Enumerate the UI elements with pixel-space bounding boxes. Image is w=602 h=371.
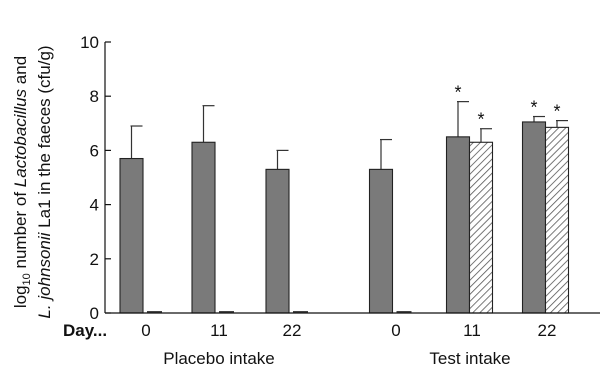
bar-solid — [265, 168, 290, 314]
bar-solid — [445, 136, 471, 314]
x-tick-label: 11 — [210, 321, 228, 340]
bar-hatched — [468, 141, 494, 314]
bar-solid — [119, 157, 144, 314]
bar-solid — [521, 121, 547, 314]
x-tick-label: 22 — [283, 321, 302, 340]
x-tick-label: 0 — [391, 321, 400, 340]
y-tick-label: 4 — [90, 196, 99, 215]
y-axis-label-line2: L. johnsonii La1 in the faeces (cfu/g) — [35, 45, 54, 318]
y-tick-label: 10 — [80, 33, 99, 52]
x-tick-label: 11 — [463, 321, 481, 340]
significance-star: * — [553, 102, 560, 122]
x-tick-label: 0 — [141, 321, 150, 340]
significance-star: * — [454, 83, 461, 103]
group-label: Placebo intake — [163, 349, 275, 368]
bar-solid — [368, 168, 394, 314]
bars-layer: * * * * — [119, 83, 570, 314]
bar-hatched — [544, 126, 570, 314]
x-axis-prefix: Day... — [63, 321, 107, 340]
group-label: Test intake — [429, 349, 510, 368]
bar-solid — [191, 141, 216, 314]
y-tick-label: 6 — [90, 141, 99, 160]
x-tick-label: 22 — [538, 321, 557, 340]
significance-star: * — [477, 110, 484, 130]
x-axis-labels: 0 11 22 0 11 22 Placebo intake Test intake — [141, 321, 556, 368]
y-tick-label: 8 — [90, 87, 99, 106]
y-tick-label: 2 — [90, 250, 99, 269]
y-tick-label: 0 — [90, 304, 99, 323]
y-axis-ticks: 0 2 4 6 8 10 — [80, 33, 111, 323]
significance-star: * — [530, 98, 537, 118]
y-axis-label: log10 number of Lactobacillus and — [11, 56, 33, 308]
